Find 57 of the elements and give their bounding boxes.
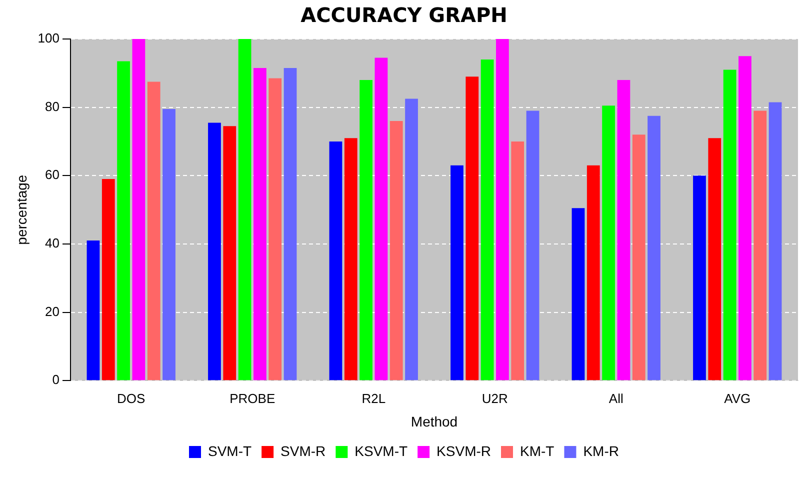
bar xyxy=(344,138,358,380)
bar xyxy=(268,78,282,380)
bar xyxy=(723,70,736,380)
bar xyxy=(693,176,706,380)
bar xyxy=(390,120,403,380)
y-tick-label: 100 xyxy=(38,30,60,46)
bar xyxy=(238,39,252,380)
bar xyxy=(208,122,221,380)
bar xyxy=(586,165,600,380)
bar xyxy=(86,240,100,380)
chart-title: ACCURACY GRAPH xyxy=(300,3,508,28)
bar xyxy=(147,82,160,380)
bar xyxy=(526,110,540,380)
bar xyxy=(617,80,630,380)
bar xyxy=(132,39,146,380)
bar xyxy=(405,98,418,380)
legend-label: KSVM-T xyxy=(354,442,408,459)
legend-label: KM-T xyxy=(520,442,555,459)
bar xyxy=(102,179,115,380)
bar xyxy=(754,110,767,380)
bar xyxy=(162,109,176,380)
x-tick-label: DOS xyxy=(117,390,146,406)
bar xyxy=(480,59,494,380)
y-axis-title: percentage xyxy=(13,174,30,245)
x-tick-label: PROBE xyxy=(230,390,276,406)
bar xyxy=(511,141,524,380)
x-tick-label: AVG xyxy=(724,390,751,406)
y-tick-label: 20 xyxy=(45,304,60,319)
bar xyxy=(374,58,388,380)
bar xyxy=(768,102,782,380)
y-tick-label: 40 xyxy=(45,236,60,251)
bar xyxy=(602,106,615,380)
bar xyxy=(632,134,646,380)
legend-label: KSVM-R xyxy=(436,442,492,459)
bar xyxy=(648,116,660,380)
y-tick-label: 0 xyxy=(52,372,60,388)
x-tick-label: U2R xyxy=(482,390,508,406)
bar xyxy=(450,165,464,380)
bar xyxy=(708,138,722,380)
bar xyxy=(223,126,236,380)
bar xyxy=(466,76,479,380)
legend-label: KM-R xyxy=(583,442,619,459)
y-tick-label: 80 xyxy=(45,98,60,114)
bar xyxy=(284,68,297,380)
bar xyxy=(254,68,266,380)
x-tick-label: All xyxy=(608,390,624,406)
bar xyxy=(738,56,752,380)
bar xyxy=(329,141,342,380)
bar xyxy=(117,61,130,380)
bar xyxy=(360,80,372,380)
bar xyxy=(496,39,509,380)
legend-label: SVM-T xyxy=(208,442,252,459)
x-axis-title: Method xyxy=(410,413,458,430)
bar xyxy=(572,208,585,380)
y-tick-label: 60 xyxy=(45,167,60,182)
legend-label: SVM-R xyxy=(280,442,326,459)
x-tick-label: R2L xyxy=(362,390,386,406)
